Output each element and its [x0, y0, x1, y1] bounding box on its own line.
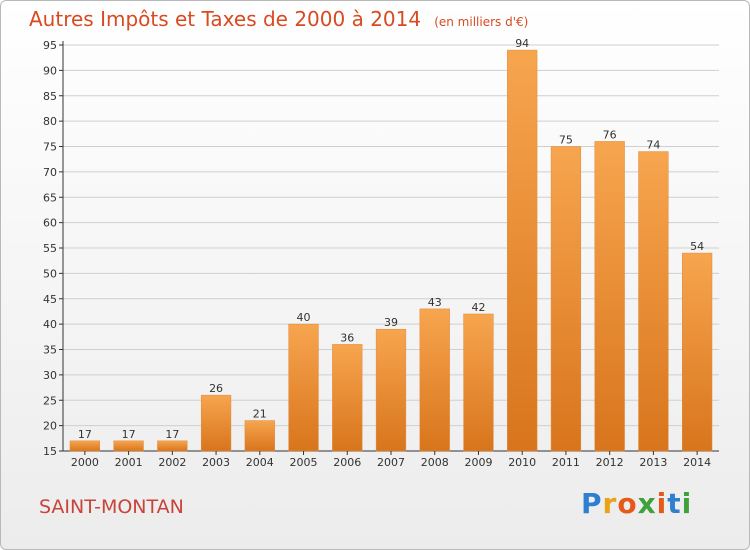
x-tick-label: 2001	[115, 456, 143, 469]
x-tick-label: 2005	[290, 456, 318, 469]
data-label: 26	[209, 382, 223, 395]
data-label: 42	[471, 301, 485, 314]
y-tick-label: 15	[43, 445, 57, 458]
bar[interactable]	[375, 328, 407, 452]
y-tick-label: 90	[43, 64, 57, 77]
x-tick-label: 2012	[596, 456, 624, 469]
data-label: 17	[165, 428, 179, 441]
bar[interactable]	[157, 440, 188, 452]
data-label: 36	[340, 331, 354, 344]
y-tick-label: 80	[43, 115, 57, 128]
proxiti-logo[interactable]: Proxiti	[581, 487, 692, 520]
data-label: 17	[122, 428, 136, 441]
bar[interactable]	[200, 394, 232, 452]
x-tick-label: 2009	[464, 456, 492, 469]
logo-letter: o	[617, 487, 638, 520]
bar[interactable]	[419, 308, 450, 452]
y-tick-label: 45	[43, 293, 57, 306]
logo-letter: r	[602, 487, 618, 520]
y-tick-label: 55	[43, 242, 57, 255]
x-tick-label: 2011	[552, 456, 580, 469]
title-line: Autres Impôts et Taxes de 2000 à 2014 (e…	[29, 7, 528, 31]
x-tick-label: 2006	[333, 456, 361, 469]
data-label: 94	[515, 37, 529, 50]
data-label: 17	[78, 428, 92, 441]
data-label: 39	[384, 316, 398, 329]
logo-letter: x	[637, 487, 657, 520]
logo-letter: t	[667, 487, 682, 520]
data-label: 54	[690, 240, 704, 253]
y-tick-label: 60	[43, 217, 57, 230]
chart-subtitle: (en milliers d'€)	[434, 15, 529, 29]
y-tick-label: 65	[43, 191, 57, 204]
y-tick-label: 20	[43, 420, 57, 433]
bar[interactable]	[682, 252, 713, 452]
y-tick-label: 95	[43, 39, 57, 52]
logo-letter: i	[681, 487, 693, 520]
bar[interactable]	[288, 323, 319, 452]
data-label: 43	[428, 296, 442, 309]
bar[interactable]	[638, 151, 669, 452]
x-tick-label: 2013	[639, 456, 667, 469]
data-label: 76	[603, 128, 617, 141]
y-tick-label: 30	[43, 369, 57, 382]
x-tick-label: 2010	[508, 456, 536, 469]
data-label: 75	[559, 134, 573, 147]
bar[interactable]	[550, 146, 582, 452]
bar[interactable]	[594, 141, 625, 452]
x-tick-label: 2007	[377, 456, 405, 469]
y-tick-label: 25	[43, 394, 57, 407]
data-label: 74	[646, 139, 660, 152]
bar[interactable]	[332, 344, 363, 452]
y-tick-label: 35	[43, 344, 57, 357]
bar[interactable]	[507, 49, 538, 452]
data-label: 21	[253, 408, 267, 421]
bar[interactable]	[463, 313, 494, 452]
x-tick-label: 2003	[202, 456, 230, 469]
x-tick-label: 2004	[246, 456, 274, 469]
logo-letter: P	[581, 487, 603, 520]
x-tick-label: 2008	[421, 456, 449, 469]
x-tick-label: 2002	[158, 456, 186, 469]
data-label: 40	[297, 311, 311, 324]
bar[interactable]	[113, 440, 144, 452]
y-tick-label: 75	[43, 141, 57, 154]
x-tick-label: 2014	[683, 456, 711, 469]
commune-name: SAINT-MONTAN	[39, 496, 184, 518]
y-tick-label: 50	[43, 267, 57, 280]
y-tick-label: 85	[43, 90, 57, 103]
chart-title: Autres Impôts et Taxes de 2000 à 2014	[29, 7, 422, 31]
x-tick-label: 2000	[71, 456, 99, 469]
bar[interactable]	[244, 420, 275, 452]
bar[interactable]	[69, 440, 100, 452]
logo-letter: i	[656, 487, 668, 520]
y-tick-label: 40	[43, 318, 57, 331]
y-tick-label: 70	[43, 166, 57, 179]
